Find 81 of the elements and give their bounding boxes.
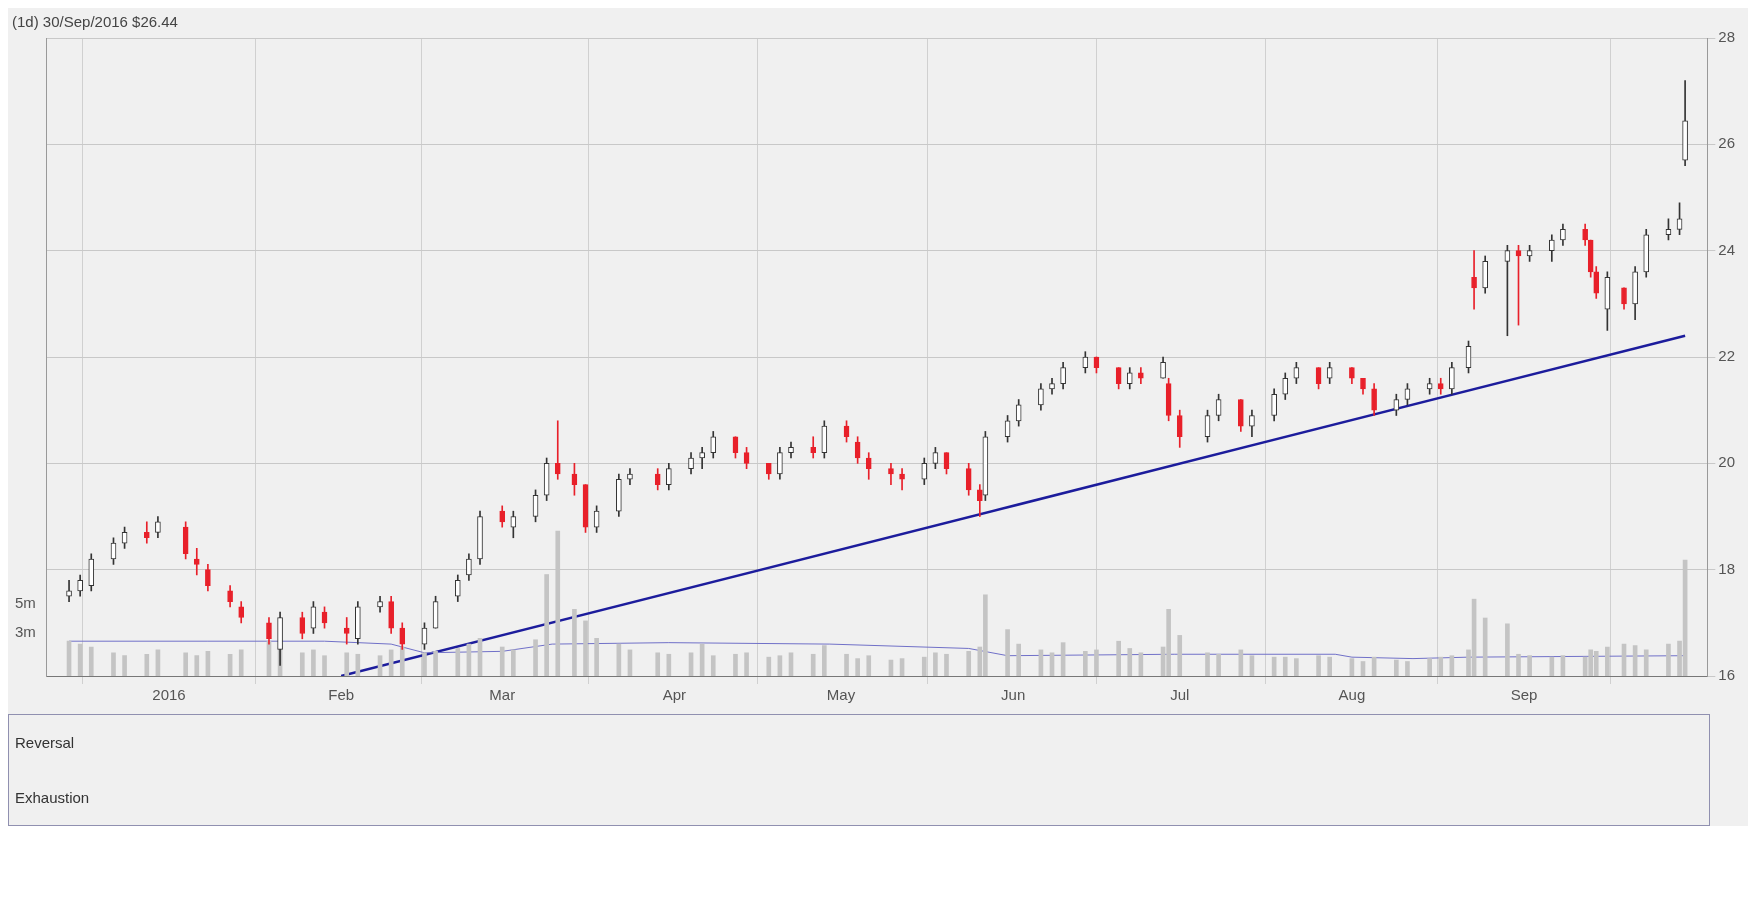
bar <box>1527 655 1532 676</box>
text: Exhaustion <box>15 789 91 806</box>
bar <box>455 648 461 676</box>
bar <box>855 658 860 676</box>
bar <box>655 652 661 676</box>
bar <box>1505 623 1510 676</box>
bar <box>1405 661 1410 676</box>
bar <box>1016 643 1022 676</box>
bar <box>1643 649 1649 676</box>
bar <box>88 646 94 676</box>
bar <box>933 652 938 676</box>
x-tick-label: Apr <box>662 686 687 704</box>
candlestick <box>343 617 350 645</box>
x-tick-label: 2016 <box>152 686 186 704</box>
bar <box>1516 653 1521 676</box>
bar <box>1216 653 1221 676</box>
candlestick <box>193 548 200 576</box>
y2-tick-label: 5m <box>14 593 36 611</box>
text: Reversal <box>15 734 76 751</box>
bar <box>1427 658 1432 676</box>
bar <box>1316 655 1321 676</box>
bar <box>122 655 127 676</box>
x-tick-label: Jul <box>1170 686 1190 704</box>
bar <box>1238 649 1244 676</box>
bar <box>1327 656 1333 676</box>
bar <box>821 645 827 676</box>
bar <box>544 574 549 676</box>
bar <box>322 655 327 676</box>
y-tick-label: 18 <box>1718 559 1735 577</box>
bar <box>111 652 116 676</box>
chart-title: (1d) 30/Sep/2016 $26.44 <box>12 13 178 31</box>
bar <box>733 653 738 676</box>
bar <box>572 608 577 676</box>
bar <box>1116 640 1121 676</box>
bar <box>594 637 599 676</box>
bar <box>299 652 305 676</box>
y2-tick-label: 3m <box>14 622 36 640</box>
y-tick-label: 24 <box>1718 240 1735 258</box>
bar <box>511 649 516 676</box>
bar <box>1393 659 1399 676</box>
bar <box>666 653 672 676</box>
bar <box>144 653 150 676</box>
x-tick-label: May <box>826 686 856 704</box>
bar <box>533 639 538 676</box>
bar <box>499 646 505 676</box>
bar <box>766 656 772 676</box>
bar <box>344 652 350 676</box>
bar <box>1549 656 1555 676</box>
x-tick-label: Mar <box>489 686 516 704</box>
bar <box>1294 658 1299 676</box>
x-tick-label: Feb <box>328 686 355 704</box>
bar <box>966 651 972 676</box>
bar <box>1083 651 1088 676</box>
bar <box>433 651 438 676</box>
bar <box>183 652 188 676</box>
x-tick-label: Aug <box>1338 686 1366 704</box>
y-tick-label: 28 <box>1718 28 1735 46</box>
bar <box>238 649 244 676</box>
bar <box>1005 629 1010 676</box>
bar <box>866 655 872 676</box>
bar <box>1205 652 1210 676</box>
bar <box>1177 635 1183 676</box>
bar <box>1666 643 1671 676</box>
x-tick-label: Jun <box>1001 686 1026 704</box>
bar <box>1127 648 1133 676</box>
bar <box>194 655 200 676</box>
candlestick <box>554 420 561 480</box>
y-tick-label: 26 <box>1718 134 1735 152</box>
candlestick <box>1471 250 1477 310</box>
bar <box>810 653 816 676</box>
bar <box>744 652 749 676</box>
y-tick-label: 22 <box>1718 347 1735 365</box>
bar <box>1282 656 1288 676</box>
bar <box>944 653 949 676</box>
bar <box>710 655 716 676</box>
x-tick-label: Sep <box>1510 686 1538 704</box>
bar <box>311 649 316 676</box>
y-tick-label: 16 <box>1718 666 1735 684</box>
y-tick-label: 20 <box>1718 453 1735 471</box>
bar <box>844 653 849 676</box>
bar <box>1482 617 1488 676</box>
